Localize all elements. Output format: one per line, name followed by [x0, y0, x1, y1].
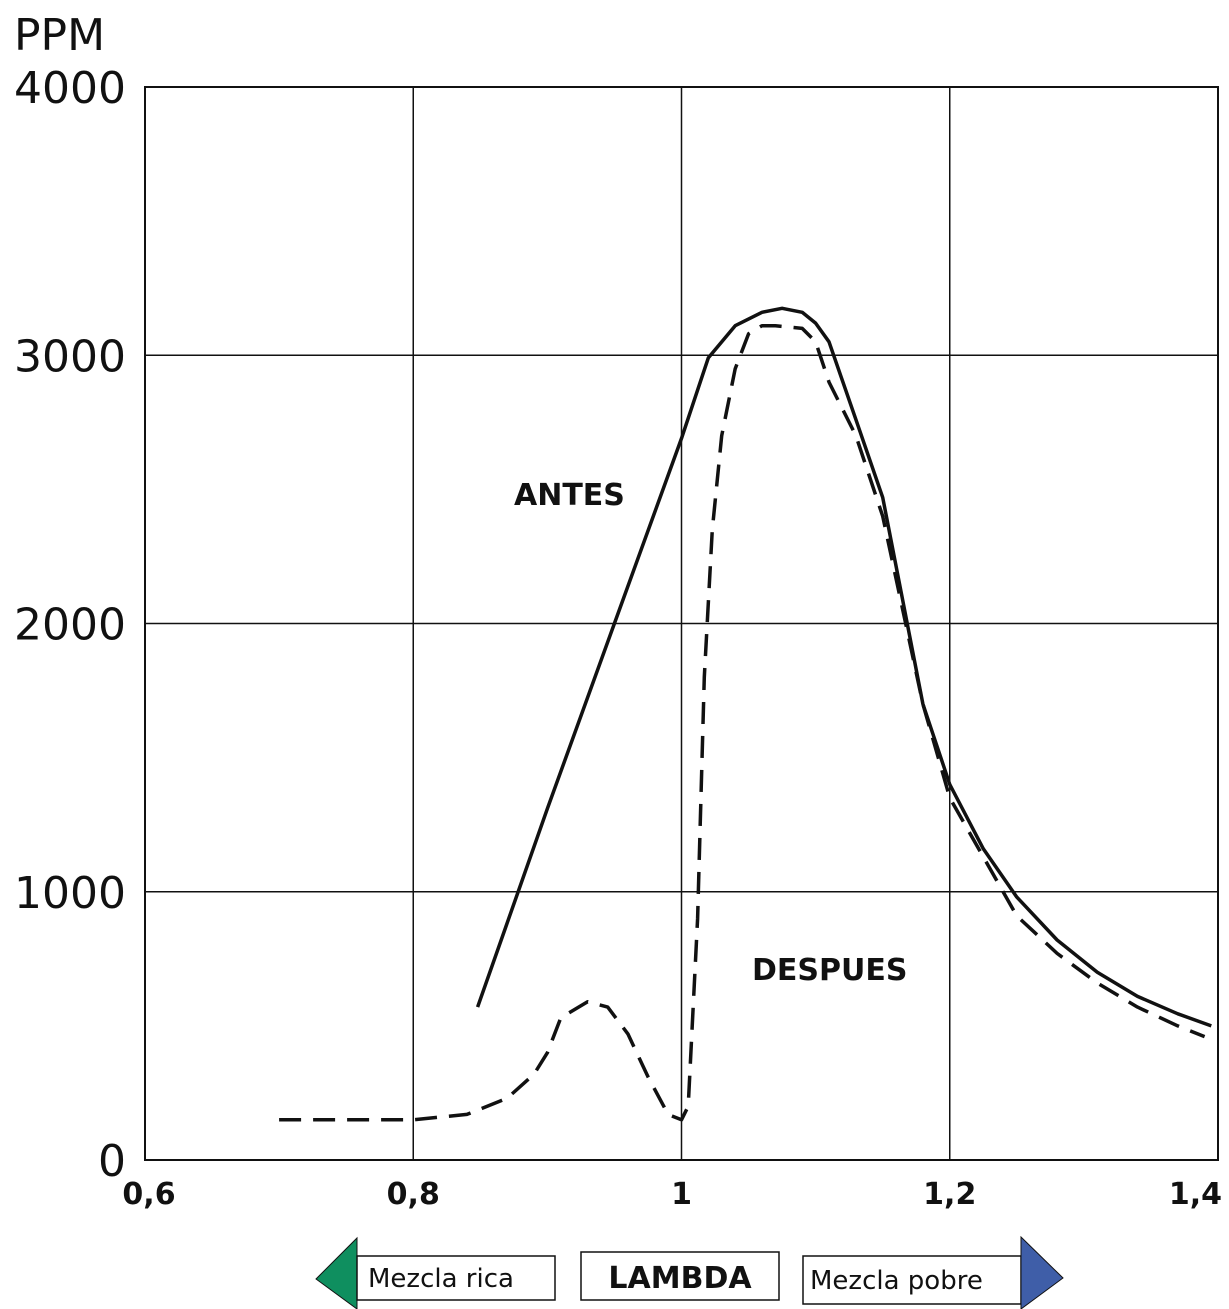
- series-group: [279, 306, 1212, 1122]
- y-tick-label: 4000: [14, 63, 126, 114]
- y-tick-label: 1000: [14, 868, 126, 919]
- x-tick-label: 1,2: [923, 1177, 976, 1212]
- annotation-despues: DESPUES: [752, 953, 907, 988]
- plot-frame: [144, 86, 1219, 1161]
- lean-mixture-label: Mezcla pobre: [810, 1266, 983, 1296]
- lean-mixture-box: [802, 1255, 1022, 1305]
- rich-mixture-arrow-icon: [315, 1236, 358, 1309]
- lean-mixture-arrow-icon: [1020, 1235, 1064, 1309]
- y-axis-unit-label: PPM: [14, 10, 105, 61]
- y-tick-label: 2000: [14, 600, 126, 651]
- annotation-antes: ANTES: [514, 478, 625, 513]
- x-tick-label: 1: [671, 1177, 692, 1212]
- x-tick-labels: 0,6 0,8 1 1,2 1,4: [122, 1177, 1222, 1212]
- series-line-despues: [279, 323, 1206, 1122]
- rich-mixture-label: Mezcla rica: [368, 1264, 514, 1294]
- y-tick-label: 3000: [14, 331, 126, 382]
- y-tick-labels: 0 1000 2000 3000 4000: [14, 63, 126, 1187]
- grid: [145, 87, 1218, 1160]
- lambda-legend: Mezcla rica LAMBDA Mezcla pobre: [315, 1235, 1064, 1309]
- series-line-antes: [475, 306, 1212, 1028]
- x-tick-label: 0,6: [122, 1177, 175, 1212]
- y-tick-label: 0: [98, 1136, 126, 1187]
- x-tick-label: 0,8: [387, 1177, 440, 1212]
- lambda-box: [580, 1251, 780, 1301]
- x-axis-label: LAMBDA: [608, 1261, 752, 1296]
- rich-mixture-box: [356, 1255, 556, 1301]
- x-tick-label: 1,4: [1169, 1177, 1222, 1212]
